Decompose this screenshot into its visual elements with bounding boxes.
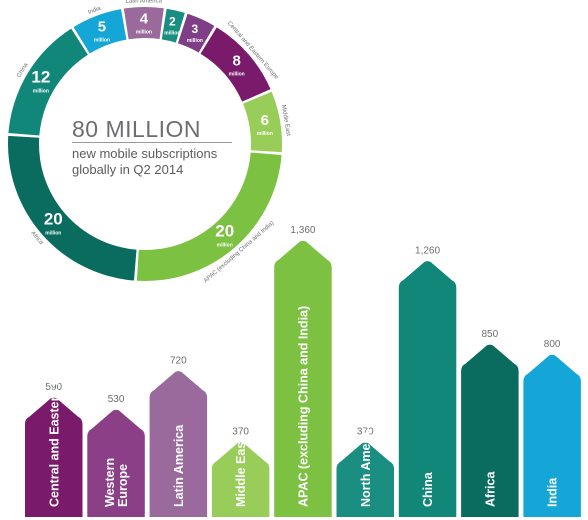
bar-value-label: 530: [108, 394, 125, 405]
bar-category-label: WesternEurope: [103, 458, 130, 507]
bar-category-label-line: India: [546, 477, 560, 507]
bar-value-label: 800: [544, 339, 561, 350]
bar-category-label-line: China: [421, 471, 435, 507]
donut-slice-central-and-eastern-europe: [200, 27, 271, 102]
bar-africa: [461, 344, 519, 517]
bar-category-label-line: Middle East: [234, 437, 248, 507]
bar-value-label: 370: [357, 427, 374, 438]
donut-slice-africa: [7, 135, 137, 281]
bar-category-label-line: Latin America: [172, 424, 186, 507]
donut-slice-middle-east: [243, 91, 282, 153]
bar-north-america: [336, 442, 394, 517]
donut-unit-label: million: [187, 38, 203, 44]
donut-value-label: 5: [98, 18, 106, 35]
bar-latin-america: [149, 371, 208, 517]
donut-value-label: 3: [192, 22, 199, 36]
bar-value-label: 1,360: [290, 225, 315, 236]
donut-slice-latin-america: [123, 6, 164, 40]
donut-value-label: 8: [233, 52, 241, 69]
bar-value-label: 370: [232, 427, 249, 438]
bar-category-label: Africa: [483, 471, 497, 507]
bar-category-label: Central and Eastern Europe: [47, 342, 61, 507]
headline-divider: [72, 142, 232, 143]
bar-central-and-eastern-europe: [25, 397, 83, 517]
bar-value-label: 590: [45, 382, 62, 393]
donut-value-label: 4: [140, 11, 149, 28]
donut-unit-label: million: [217, 243, 233, 249]
bar-category-label-line: Africa: [483, 471, 497, 507]
donut-value-label: 12: [31, 67, 50, 86]
bar-value-label: 850: [482, 329, 499, 340]
donut-value-label: 20: [44, 210, 63, 229]
bar-value-label: 720: [170, 355, 187, 366]
bar-apac-excluding-china-and-india: [274, 240, 332, 517]
bar-category-label: China: [421, 471, 435, 507]
bar-middle-east: [211, 442, 270, 517]
donut-slice-apac-excluding-china-and-india: [136, 152, 282, 281]
donut-slice-unlabeled-8: [177, 13, 215, 53]
donut-category-label: India: [87, 5, 102, 15]
donut-category-label: Latin America: [126, 0, 163, 5]
bar-category-label: India: [546, 477, 560, 507]
donut-unit-label: million: [33, 88, 49, 94]
bar-category-label: North America: [359, 420, 373, 507]
donut-slice-india: [73, 9, 127, 54]
bar-china: [398, 261, 457, 517]
donut-unit-label: million: [94, 37, 110, 43]
donut-slice-unlabeled-7: [161, 8, 185, 43]
donut-value-label: 2: [169, 15, 176, 29]
bar-category-label-line: Central and Eastern Europe: [47, 342, 61, 507]
bar-category-label: Latin America: [172, 424, 186, 507]
bar-category-label-line: Western: [103, 458, 117, 507]
total-subscriptions-headline: 80 MILLION: [72, 116, 201, 142]
bar-category-label: Middle East: [234, 437, 248, 507]
donut-value-label: 20: [215, 222, 234, 241]
bar-western-europe: [87, 409, 145, 517]
bar-category-label-line: Europe: [116, 464, 130, 507]
donut-category-label: Middle East: [280, 105, 291, 137]
donut-value-label: 6: [261, 112, 269, 129]
bar-india: [523, 354, 581, 517]
donut-unit-label: million: [257, 131, 273, 137]
donut-unit-label: million: [164, 31, 180, 37]
bar-category-label: APAC (excluding China and India): [296, 306, 310, 507]
bar-value-label: 1,260: [415, 245, 440, 256]
headline-subtitle: new mobile subscriptions globally in Q2 …: [72, 146, 218, 177]
bar-category-label-line: North America: [359, 420, 373, 507]
donut-slice-china: [8, 28, 88, 136]
donut-unit-label: million: [45, 231, 61, 237]
donut-unit-label: million: [136, 30, 152, 36]
bar-category-label-line: APAC (excluding China and India): [296, 306, 310, 507]
donut-unit-label: million: [229, 71, 245, 77]
